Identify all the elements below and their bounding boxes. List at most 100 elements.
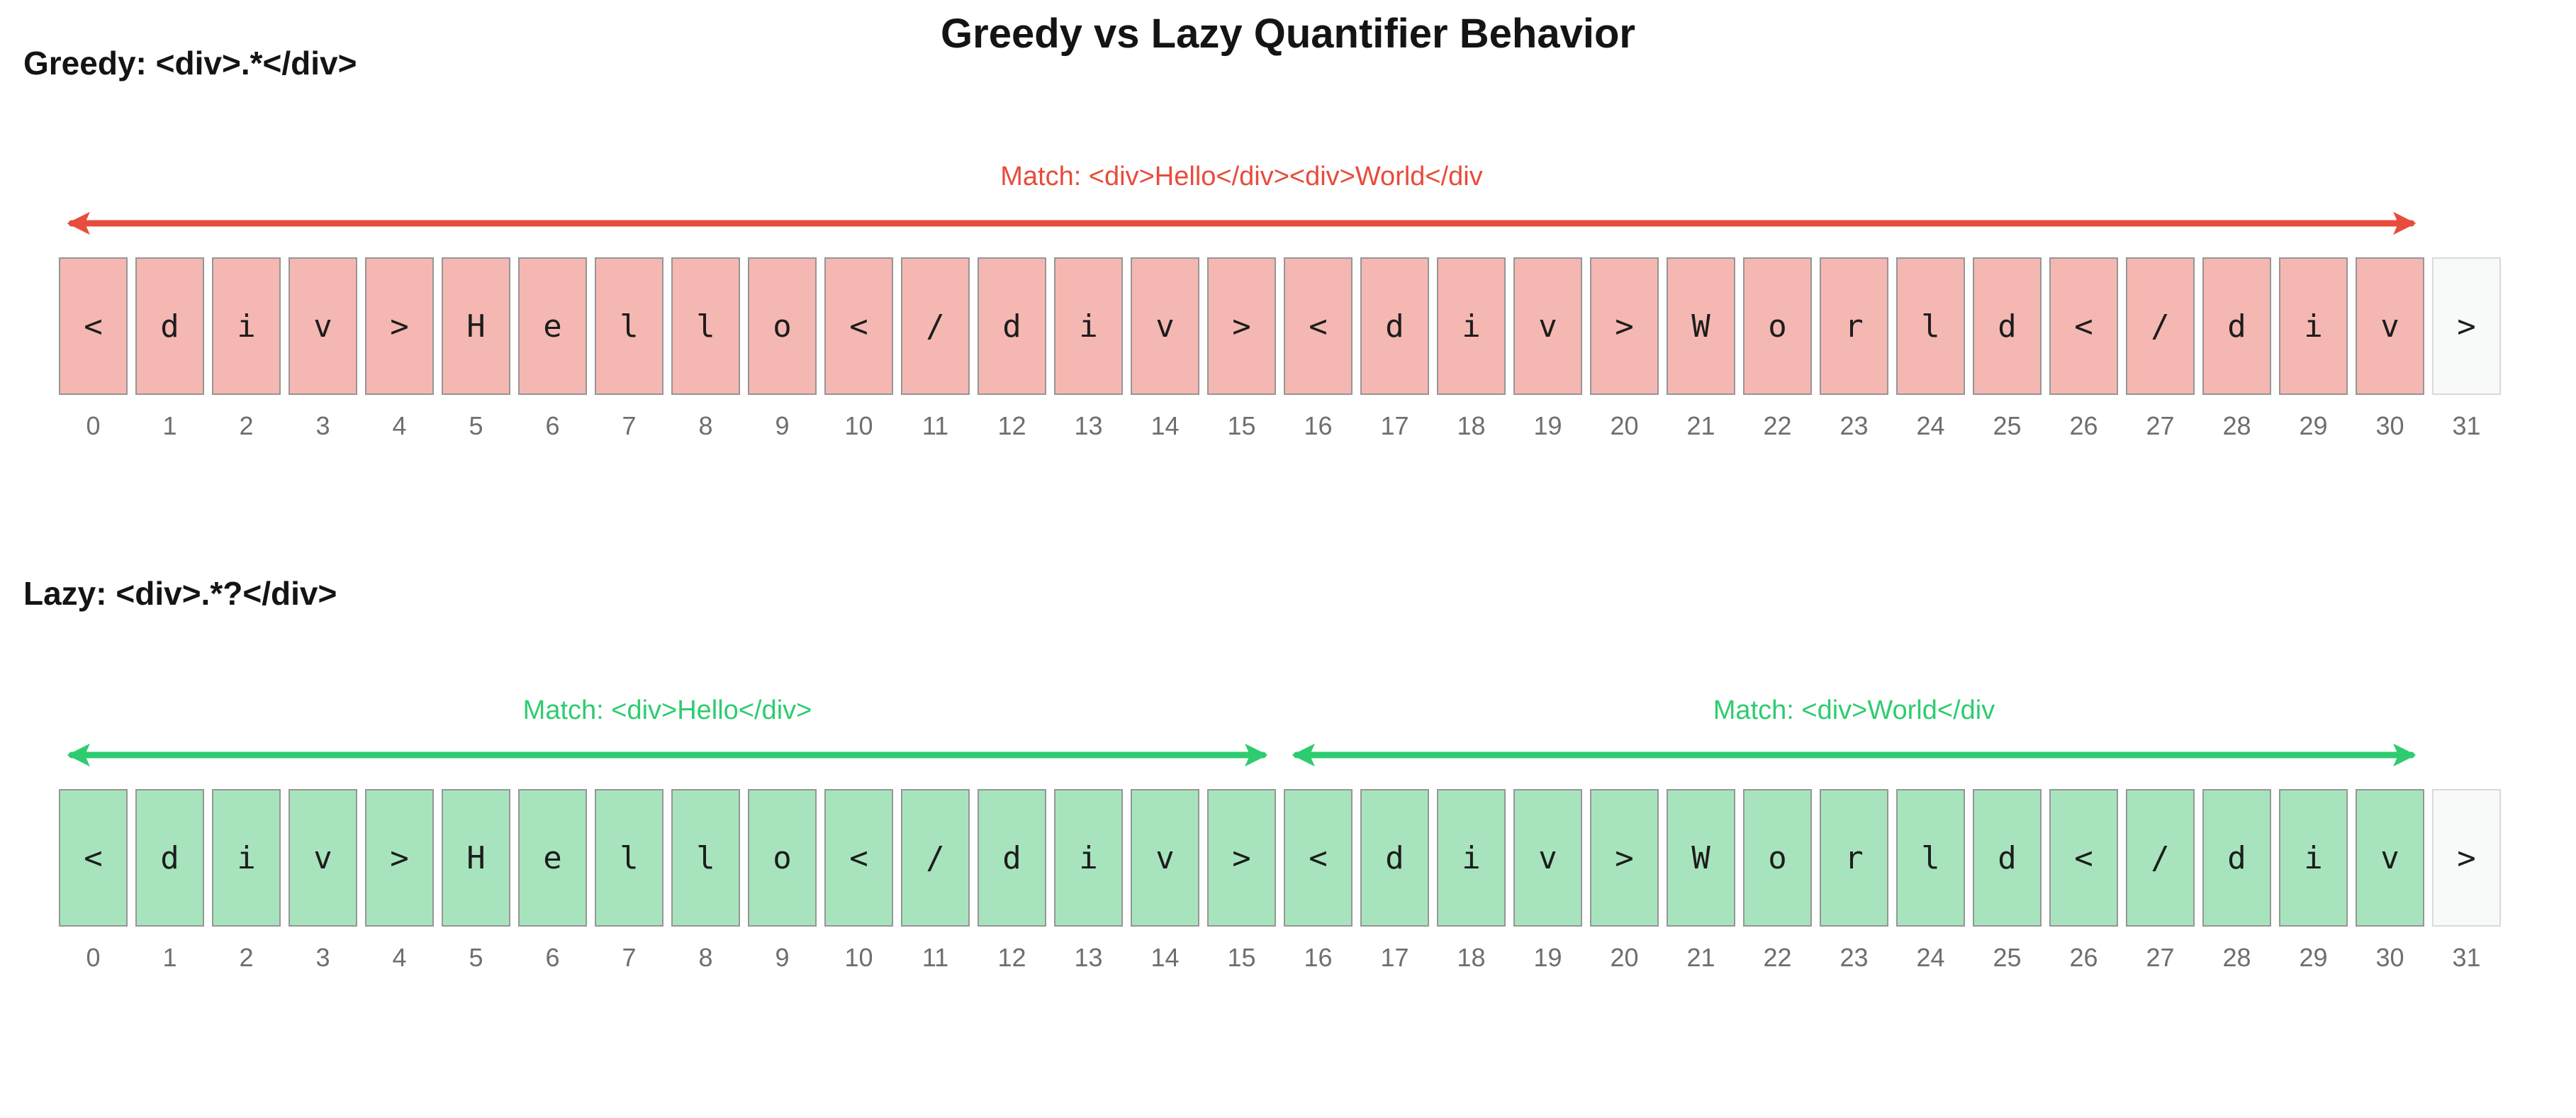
char-cell-22: o bbox=[1743, 257, 1812, 395]
char-cell-22: o bbox=[1743, 789, 1812, 927]
char-cell-27: / bbox=[2126, 789, 2195, 927]
index-label-7: 7 bbox=[622, 411, 637, 440]
greedy-arrow-layer bbox=[67, 211, 2417, 235]
index-label-6: 6 bbox=[545, 411, 560, 440]
index-label-31: 31 bbox=[2452, 411, 2481, 440]
char-cell-5: H bbox=[442, 257, 510, 395]
char-cell-8: l bbox=[671, 257, 740, 395]
index-label-11: 11 bbox=[922, 411, 949, 440]
lazy-match-label: Match: <div>World</div bbox=[1713, 695, 1995, 725]
char-cell-2: i bbox=[212, 257, 281, 395]
char-cell-11: / bbox=[901, 257, 970, 395]
char-cell-16: < bbox=[1284, 789, 1353, 927]
char-cell-13: i bbox=[1054, 257, 1123, 395]
index-label-18: 18 bbox=[1457, 411, 1486, 440]
index-label-27: 27 bbox=[2146, 411, 2175, 440]
char-cell-14: v bbox=[1131, 257, 1199, 395]
char-cell-4: > bbox=[365, 789, 434, 927]
char-cell-6: e bbox=[518, 257, 587, 395]
char-cell-17: d bbox=[1360, 789, 1429, 927]
index-label-3: 3 bbox=[315, 411, 330, 440]
index-label-25: 25 bbox=[1993, 943, 2022, 972]
index-label-7: 7 bbox=[622, 943, 637, 972]
char-cell-26: < bbox=[2049, 257, 2118, 395]
diagram-title: Greedy vs Lazy Quantifier Behavior bbox=[941, 11, 1635, 57]
char-cell-28: d bbox=[2202, 257, 2271, 395]
char-cell-1: d bbox=[135, 789, 204, 927]
char-cell-0: < bbox=[59, 257, 128, 395]
char-cell-15: > bbox=[1207, 257, 1276, 395]
index-label-3: 3 bbox=[315, 943, 330, 972]
char-cell-18: i bbox=[1437, 257, 1506, 395]
char-cell-15: > bbox=[1207, 789, 1276, 927]
char-cell-31: > bbox=[2432, 257, 2501, 395]
char-cell-11: / bbox=[901, 789, 970, 927]
lazy-index-row: 0 1 2 3 4 5 6 7 8 9 10 11 12 13 14 15 16 17 18 19 20 21 22 23 24… bbox=[59, 943, 2501, 973]
index-label-21: 21 bbox=[1686, 943, 1715, 972]
index-label-0: 0 bbox=[86, 943, 101, 972]
index-label-18: 18 bbox=[1457, 943, 1486, 972]
char-cell-30: v bbox=[2356, 789, 2424, 927]
index-label-28: 28 bbox=[2222, 943, 2251, 972]
char-cell-5: H bbox=[442, 789, 510, 927]
index-label-13: 13 bbox=[1074, 411, 1103, 440]
index-label-9: 9 bbox=[775, 411, 790, 440]
char-cell-12: d bbox=[978, 257, 1046, 395]
lazy-match-label: Match: <div>Hello</div> bbox=[522, 695, 812, 725]
index-label-24: 24 bbox=[1916, 411, 1945, 440]
char-cell-27: / bbox=[2126, 257, 2195, 395]
char-cell-8: l bbox=[671, 789, 740, 927]
index-label-21: 21 bbox=[1686, 411, 1715, 440]
char-cell-9: o bbox=[748, 789, 817, 927]
greedy-pattern-heading: Greedy: <div>.*</div> bbox=[23, 45, 357, 82]
char-cell-3: v bbox=[289, 257, 357, 395]
char-cell-29: i bbox=[2279, 789, 2348, 927]
lazy-pattern-heading: Lazy: <div>.*?</div> bbox=[23, 575, 337, 612]
index-label-9: 9 bbox=[775, 943, 790, 972]
index-label-23: 23 bbox=[1839, 943, 1869, 972]
char-cell-21: W bbox=[1667, 789, 1735, 927]
index-label-1: 1 bbox=[162, 943, 177, 972]
index-label-5: 5 bbox=[469, 943, 483, 972]
index-label-14: 14 bbox=[1150, 943, 1180, 972]
index-label-2: 2 bbox=[239, 411, 254, 440]
char-cell-0: < bbox=[59, 789, 128, 927]
char-cell-19: v bbox=[1513, 257, 1582, 395]
char-cell-25: d bbox=[1973, 789, 2042, 927]
char-cell-30: v bbox=[2356, 257, 2424, 395]
index-label-17: 17 bbox=[1380, 943, 1409, 972]
index-label-6: 6 bbox=[545, 943, 560, 972]
index-label-12: 12 bbox=[997, 943, 1026, 972]
char-cell-29: i bbox=[2279, 257, 2348, 395]
index-label-28: 28 bbox=[2222, 411, 2251, 440]
char-cell-13: i bbox=[1054, 789, 1123, 927]
char-cell-2: i bbox=[212, 789, 281, 927]
char-cell-7: l bbox=[595, 257, 663, 395]
index-label-16: 16 bbox=[1304, 411, 1333, 440]
char-cell-20: > bbox=[1590, 257, 1659, 395]
index-label-13: 13 bbox=[1074, 943, 1103, 972]
char-cell-1: d bbox=[135, 257, 204, 395]
char-cell-18: i bbox=[1437, 789, 1506, 927]
index-label-5: 5 bbox=[469, 411, 483, 440]
lazy-arrow-layer bbox=[67, 743, 2417, 767]
index-label-19: 19 bbox=[1533, 411, 1562, 440]
char-cell-6: e bbox=[518, 789, 587, 927]
char-cell-26: < bbox=[2049, 789, 2118, 927]
char-cell-12: d bbox=[978, 789, 1046, 927]
index-label-24: 24 bbox=[1916, 943, 1945, 972]
char-cell-23: r bbox=[1820, 789, 1888, 927]
index-label-30: 30 bbox=[2375, 943, 2404, 972]
greedy-match-label: Match: <div>Hello</div><div>World</div bbox=[1000, 162, 1483, 191]
char-cell-31: > bbox=[2432, 789, 2501, 927]
index-label-27: 27 bbox=[2146, 943, 2175, 972]
index-label-26: 26 bbox=[2069, 411, 2098, 440]
char-cell-28: d bbox=[2202, 789, 2271, 927]
char-cell-14: v bbox=[1131, 789, 1199, 927]
index-label-23: 23 bbox=[1839, 411, 1869, 440]
index-label-20: 20 bbox=[1610, 943, 1639, 972]
index-label-1: 1 bbox=[162, 411, 177, 440]
index-label-4: 4 bbox=[392, 411, 407, 440]
